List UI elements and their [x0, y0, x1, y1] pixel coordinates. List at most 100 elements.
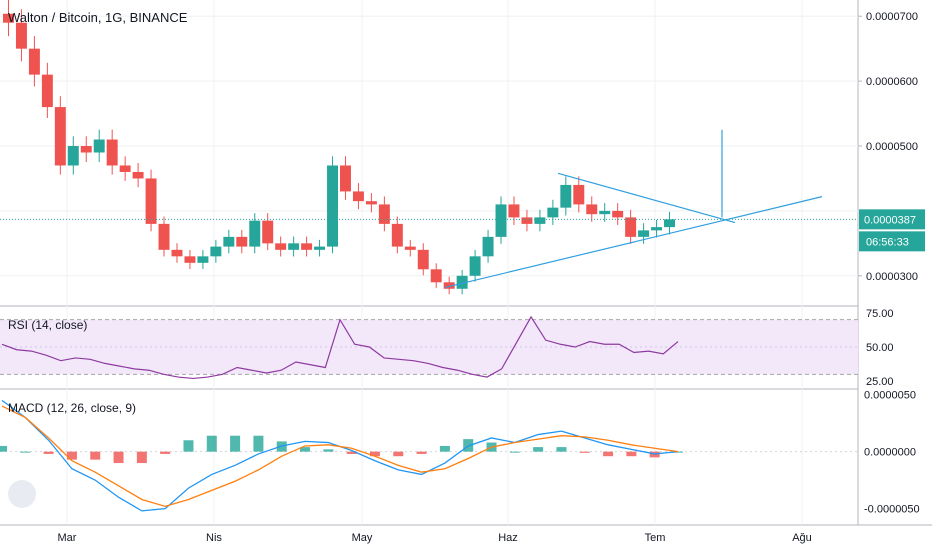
price-tick-label: 0.0000500 — [866, 141, 918, 153]
macd-histogram-bar — [579, 451, 590, 453]
rsi-band — [0, 319, 858, 375]
candle-body — [391, 223, 403, 247]
macd-histogram-bar — [43, 451, 54, 454]
macd-histogram-bar — [533, 447, 544, 452]
x-tick-label: Nis — [206, 532, 222, 544]
candle-body — [456, 275, 468, 289]
candle-body — [106, 139, 118, 166]
macd-line — [1, 399, 679, 512]
candle-body — [236, 236, 248, 247]
macd-histogram-bar — [230, 435, 241, 452]
macd-histogram-bar — [206, 435, 217, 452]
candle-body — [132, 171, 144, 179]
macd-histogram-bar — [369, 451, 380, 457]
rsi-tick-label: 75.00 — [866, 308, 894, 320]
macd-histogram-bar — [416, 451, 427, 454]
candle-body — [586, 204, 598, 215]
candle-body — [3, 13, 14, 23]
macd-histogram-bar — [0, 445, 7, 452]
candle-body — [417, 249, 429, 270]
current-price-badge — [859, 209, 925, 230]
macd-histogram-bar — [183, 440, 194, 452]
candle-body — [443, 282, 455, 289]
candle-body — [340, 165, 351, 192]
macd-label: MACD (12, 26, close, 9) — [8, 401, 137, 415]
candle-body — [534, 217, 546, 224]
candle-body — [197, 256, 209, 263]
candle-body — [223, 236, 235, 247]
candle-body — [184, 256, 196, 263]
macd-histogram-bar — [603, 451, 614, 457]
macd-histogram-bar — [20, 451, 31, 453]
candle-body — [547, 207, 559, 218]
macd-histogram-bar — [626, 451, 637, 457]
candle-body — [41, 74, 53, 108]
price-tick-label: 0.0000700 — [866, 11, 918, 23]
candle-body — [67, 146, 79, 166]
candle-body — [560, 184, 572, 208]
rsi-label: RSI (14, close) — [8, 318, 88, 332]
tradingview-logo-icon[interactable] — [8, 480, 36, 508]
rsi-line — [1, 315, 679, 380]
candle-body — [508, 204, 520, 218]
rsi-tick-label: 50.00 — [866, 342, 894, 354]
candle-body — [482, 236, 494, 257]
rsi-tick-label: 25.00 — [866, 376, 894, 388]
candle-body — [314, 246, 326, 250]
macd-tick-label: 0.0000050 — [864, 390, 916, 402]
candle-body — [365, 201, 377, 205]
macd-histogram-bar — [439, 445, 450, 452]
macd-histogram-bar — [136, 451, 147, 464]
candle-body — [404, 246, 416, 250]
macd-histogram-bar — [300, 447, 311, 452]
candle-body — [599, 210, 611, 215]
candle-body — [119, 165, 131, 172]
trendline-support — [444, 196, 823, 289]
candle-body — [638, 230, 650, 237]
macd-histogram-bar — [253, 435, 264, 452]
candle-body — [158, 223, 170, 250]
signal-line — [1, 405, 679, 508]
price-tick-label: 0.0000300 — [866, 271, 918, 283]
candle-body — [378, 204, 390, 224]
trendline-resistance — [557, 172, 736, 224]
candle-body — [210, 246, 222, 257]
candle-body — [28, 48, 40, 75]
macd-histogram-bar — [160, 451, 171, 454]
candle-body — [262, 220, 274, 244]
candle-body — [521, 217, 533, 224]
candle-body — [612, 210, 624, 218]
macd-histogram-bar — [90, 451, 101, 460]
macd-tick-label: 0.0000000 — [864, 447, 916, 459]
candle-body — [573, 184, 585, 205]
countdown-label: 06:56:33 — [866, 236, 909, 248]
candle-body — [495, 204, 507, 237]
candle-body — [301, 243, 313, 250]
x-tick-label: Ağu — [792, 532, 812, 544]
candle-body — [469, 256, 481, 276]
current-price-label: 0.0000387 — [864, 214, 916, 226]
candle-body — [54, 107, 66, 166]
price-tick-label: 0.0000600 — [866, 76, 918, 88]
countdown-badge — [859, 231, 925, 252]
macd-tick-label: -0.0000050 — [864, 504, 920, 516]
x-tick-label: Haz — [498, 532, 518, 544]
chart-title: Walton / Bitcoin, 1G, BINANCE — [8, 10, 188, 25]
candle-body — [288, 243, 300, 250]
candle-body — [249, 220, 261, 247]
candle-body — [145, 178, 157, 224]
x-tick-label: Mar — [58, 532, 77, 544]
candle-body — [651, 227, 663, 231]
candle-body — [171, 249, 183, 257]
candle-body — [275, 243, 287, 250]
macd-histogram-bar — [113, 451, 124, 464]
candle-body — [352, 191, 364, 202]
macd-histogram-bar — [66, 451, 77, 460]
macd-histogram-bar — [393, 451, 404, 457]
macd-histogram-bar — [509, 451, 520, 453]
candle-body — [430, 269, 442, 283]
candle-body — [80, 146, 92, 153]
macd-histogram-bar — [323, 449, 334, 452]
candle-body — [15, 22, 27, 49]
